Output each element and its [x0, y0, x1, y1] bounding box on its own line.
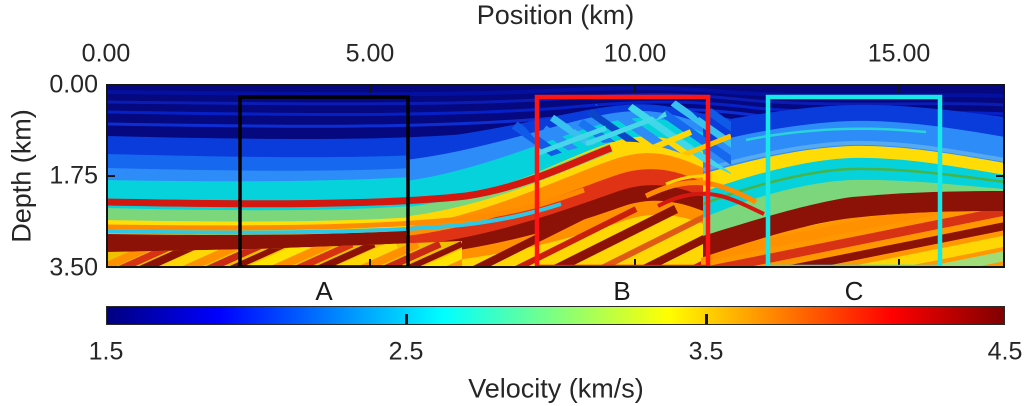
colorbar-label-3-5: 3.5 — [688, 337, 724, 366]
y-tick-0: 0.00 — [49, 70, 98, 99]
x-axis-title: Position (km) — [476, 0, 635, 30]
region-label-c: C — [844, 276, 864, 306]
region-label-b: B — [613, 276, 631, 306]
plot-border — [106, 84, 1005, 268]
colorbar-label-2-5: 2.5 — [388, 337, 424, 366]
x-tick-10: 10.00 — [603, 39, 667, 68]
colorbar-label-4-5: 4.5 — [987, 337, 1023, 366]
marker-horizons — [106, 143, 613, 235]
x-tick-15: 15.00 — [867, 39, 931, 68]
velocity-model-image — [106, 84, 1005, 270]
y-tick-350: 3.50 — [49, 253, 98, 282]
y-tick-175: 1.75 — [49, 161, 98, 190]
colorbar-label-1-5: 1.5 — [88, 337, 124, 366]
x-tick-0: 0.00 — [81, 39, 131, 68]
x-tick-5: 5.00 — [345, 39, 395, 68]
colorbar-title: Velocity (km/s) — [468, 373, 644, 404]
colorbar-tick-3-5 — [705, 314, 708, 324]
left-basement-stripes — [106, 241, 462, 268]
velocity-model-svg — [106, 84, 1005, 270]
colorbar — [106, 306, 1005, 325]
colorbar-tick-2-5 — [405, 314, 408, 324]
region-label-a: A — [315, 276, 333, 306]
